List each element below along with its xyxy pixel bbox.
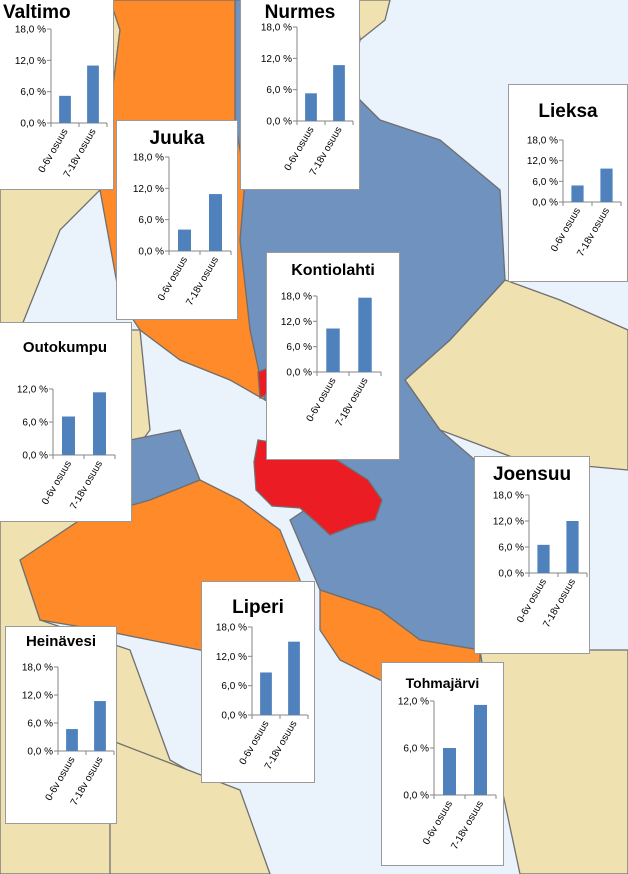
chart-title: Joensuu <box>492 464 572 485</box>
bar <box>288 641 300 715</box>
chart-title: Lieksa <box>538 101 598 122</box>
chart-title: Heinävesi <box>25 633 97 650</box>
y-tick-label: 18,0 % <box>527 136 558 147</box>
y-tick-label: 18,0 % <box>15 25 46 36</box>
bar <box>260 672 272 715</box>
y-tick-label: 0,0 % <box>221 711 247 722</box>
x-category-label: 0-6v osuus <box>156 255 190 303</box>
y-tick-label: 6,0 % <box>22 418 48 429</box>
neighbor-land-south <box>109 739 271 874</box>
bar <box>177 229 192 251</box>
y-tick-label: 12,0 % <box>527 156 558 167</box>
chart-title: Valtimo <box>3 2 71 23</box>
bar <box>66 729 78 751</box>
chart-panel-kontiolahti: Kontiolahti 0,0 % 6,0 % 12,0 % 18,0 % 0-6v o… <box>266 252 400 460</box>
x-category-label: 0-6v osuus <box>421 799 455 847</box>
chart-panel-valtimo: Valtimo 0,0 % 6,0 % 12,0 % 18,0 % 0-6v osuus… <box>0 0 114 190</box>
y-tick-label: 12,0 % <box>15 56 46 67</box>
chart-title: Kontiolahti <box>291 262 375 279</box>
y-tick-label: 12,0 % <box>398 697 429 708</box>
y-tick-label: 18,0 % <box>133 153 164 164</box>
bar <box>61 416 76 455</box>
bar <box>326 328 340 372</box>
y-tick-label: 0,0 % <box>403 791 429 802</box>
y-tick-label: 6,0 % <box>498 543 524 554</box>
chart-title: Nurmes <box>264 2 336 23</box>
y-tick-label: 6,0 % <box>20 87 46 98</box>
bar <box>473 704 488 795</box>
bar <box>600 168 613 202</box>
x-category-label: 0-6v osuus <box>305 376 339 424</box>
bar <box>358 297 372 372</box>
y-tick-label: 6,0 % <box>286 342 312 353</box>
y-tick-label: 0,0 % <box>266 117 292 128</box>
y-tick-label: 18,0 % <box>22 663 53 674</box>
x-category-label: 7-18v osuus <box>334 376 371 429</box>
chart-title: Juuka <box>149 128 205 149</box>
chart-panel-tohmajarvi: Tohmajärvi 0,0 % 6,0 % 12,0 % 0-6v osuus 7-1… <box>381 662 504 866</box>
y-tick-label: 0,0 % <box>498 569 524 580</box>
bar <box>94 701 106 751</box>
chart-panel-lieksa: Lieksa 0,0 % 6,0 % 12,0 % 18,0 % 0-6v osuus 7… <box>508 84 628 282</box>
chart-title: Tohmajärvi <box>405 675 480 691</box>
y-tick-label: 12,0 % <box>281 317 312 328</box>
bar <box>92 392 107 455</box>
x-category-label: 0-6v osuus <box>40 459 74 507</box>
y-tick-label: 12,0 % <box>216 652 247 663</box>
bar <box>59 95 71 123</box>
y-tick-label: 6,0 % <box>27 719 53 730</box>
bar <box>208 194 223 251</box>
chart-panel-outokumpu: Outokumpu 0,0 % 6,0 % 12,0 % 0-6v osuus 7-18… <box>0 322 132 522</box>
y-tick-label: 0,0 % <box>286 368 312 379</box>
chart-title: Outokumpu <box>22 339 108 356</box>
x-category-label: 7-18v osuus <box>184 255 221 308</box>
y-tick-label: 12,0 % <box>261 54 292 65</box>
y-tick-label: 12,0 % <box>17 385 48 396</box>
bar <box>571 185 584 202</box>
chart-title: Liperi <box>232 597 284 618</box>
chart-panel-juuka: Juuka 0,0 % 6,0 % 12,0 % 18,0 % 0-6v osuus 7-… <box>116 120 238 320</box>
y-tick-label: 0,0 % <box>22 451 48 462</box>
y-tick-label: 0,0 % <box>138 247 164 258</box>
bar <box>537 544 550 573</box>
chart-panel-heinavesi: Heinävesi 0,0 % 6,0 % 12,0 % 18,0 % 0-6v osu… <box>5 626 117 824</box>
y-tick-label: 18,0 % <box>493 491 524 502</box>
bar <box>333 65 345 121</box>
y-tick-label: 18,0 % <box>281 292 312 303</box>
y-tick-label: 12,0 % <box>22 691 53 702</box>
bar <box>305 93 317 121</box>
y-tick-label: 6,0 % <box>532 177 558 188</box>
y-tick-label: 6,0 % <box>403 744 429 755</box>
y-tick-label: 6,0 % <box>266 85 292 96</box>
region-red-kontiolahti <box>253 439 383 536</box>
chart-panel-joensuu: Joensuu 0,0 % 6,0 % 12,0 % 18,0 % 0-6v osuus… <box>474 456 590 654</box>
bar <box>566 521 579 573</box>
y-tick-label: 6,0 % <box>221 681 247 692</box>
y-tick-label: 12,0 % <box>493 517 524 528</box>
y-tick-label: 0,0 % <box>20 119 46 130</box>
bar <box>87 65 99 123</box>
y-tick-label: 6,0 % <box>138 215 164 226</box>
y-tick-label: 0,0 % <box>532 198 558 209</box>
bar <box>442 748 457 795</box>
y-tick-label: 12,0 % <box>133 184 164 195</box>
x-category-label: 7-18v osuus <box>68 459 105 512</box>
chart-panel-nurmes: Nurmes 0,0 % 6,0 % 12,0 % 18,0 % 0-6v osuus 7… <box>240 0 360 190</box>
y-tick-label: 18,0 % <box>216 623 247 634</box>
x-category-label: 7-18v osuus <box>449 799 486 852</box>
y-tick-label: 18,0 % <box>261 23 292 34</box>
y-tick-label: 0,0 % <box>27 747 53 758</box>
chart-panel-liperi: Liperi 0,0 % 6,0 % 12,0 % 18,0 % 0-6v osuus 7… <box>201 581 315 783</box>
